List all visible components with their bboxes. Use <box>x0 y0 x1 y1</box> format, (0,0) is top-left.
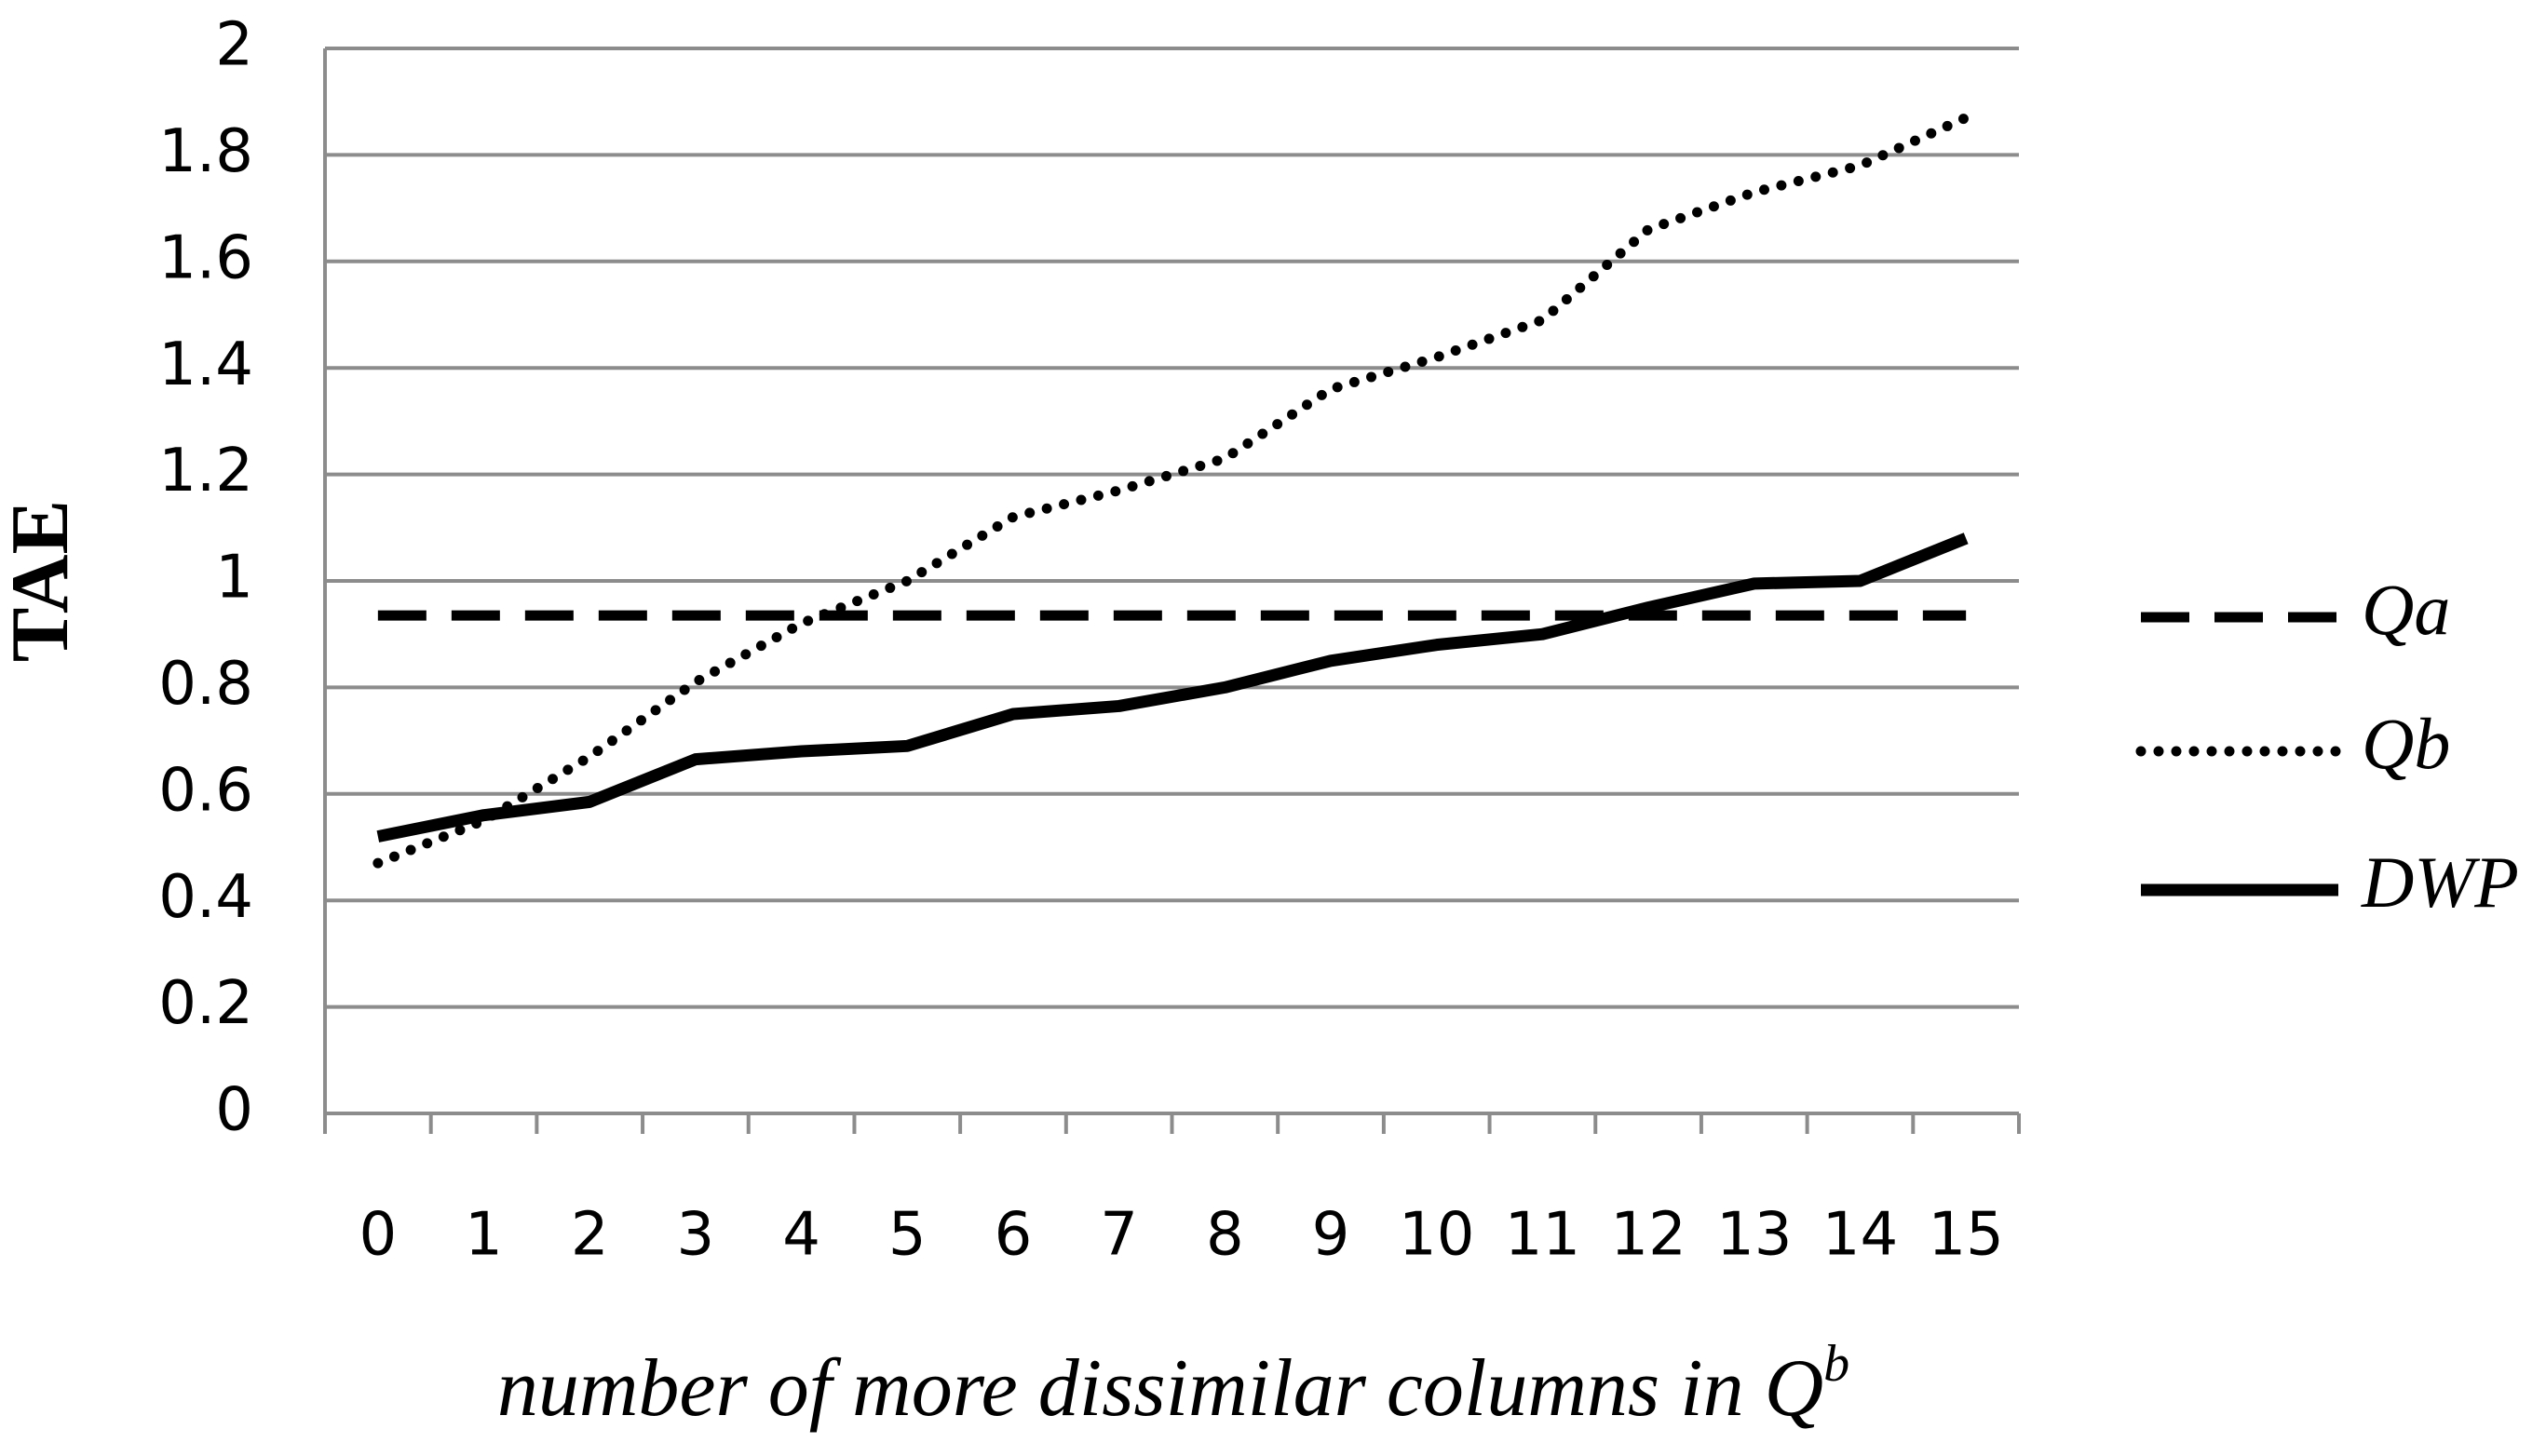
x-tick-label: 8 <box>1206 1201 1244 1270</box>
x-tick-label: 5 <box>888 1201 927 1270</box>
x-tick-label: 1 <box>465 1201 503 1270</box>
y-tick-label: 2 <box>215 11 253 80</box>
legend-label: DWP <box>2361 842 2519 923</box>
x-tick-label: 14 <box>1822 1201 1898 1270</box>
y-tick-label: 1 <box>215 544 253 613</box>
x-axis-title-main: number of more dissimilar columns in Q <box>497 1343 1823 1434</box>
y-axis-title: TAE <box>0 500 86 662</box>
y-tick-label: 1.2 <box>158 437 253 506</box>
y-tick-label: 0.4 <box>158 863 253 932</box>
y-tick-label: 1.8 <box>158 117 253 186</box>
x-tick-label: 0 <box>359 1201 397 1270</box>
x-tick-label: 4 <box>782 1201 820 1270</box>
y-tick-label: 0 <box>215 1076 253 1145</box>
legend-label: Qa <box>2362 569 2450 650</box>
x-tick-label: 9 <box>1312 1201 1350 1270</box>
x-tick-label: 15 <box>1928 1201 2003 1270</box>
x-tick-label: 12 <box>1610 1201 1686 1270</box>
y-tick-label: 0.8 <box>158 650 253 719</box>
x-tick-label: 3 <box>677 1201 715 1270</box>
y-tick-label: 1.6 <box>158 223 253 292</box>
x-tick-label: 6 <box>995 1201 1033 1270</box>
x-tick-label: 7 <box>1100 1201 1138 1270</box>
x-axis-title: number of more dissimilar columns in Qb <box>497 1335 1849 1434</box>
y-tick-label: 0.2 <box>158 969 253 1038</box>
series-line <box>372 112 1971 869</box>
series-line <box>376 533 1969 843</box>
x-tick-label: 13 <box>1716 1201 1792 1270</box>
x-tick-label: 10 <box>1399 1201 1474 1270</box>
y-tick-label: 1.4 <box>158 330 253 399</box>
y-tick-label: 0.6 <box>158 756 253 825</box>
x-tick-label: 2 <box>571 1201 609 1270</box>
x-axis-title-sup: b <box>1823 1335 1849 1393</box>
legend-label: Qb <box>2362 703 2450 784</box>
x-tick-label: 11 <box>1505 1201 1580 1270</box>
